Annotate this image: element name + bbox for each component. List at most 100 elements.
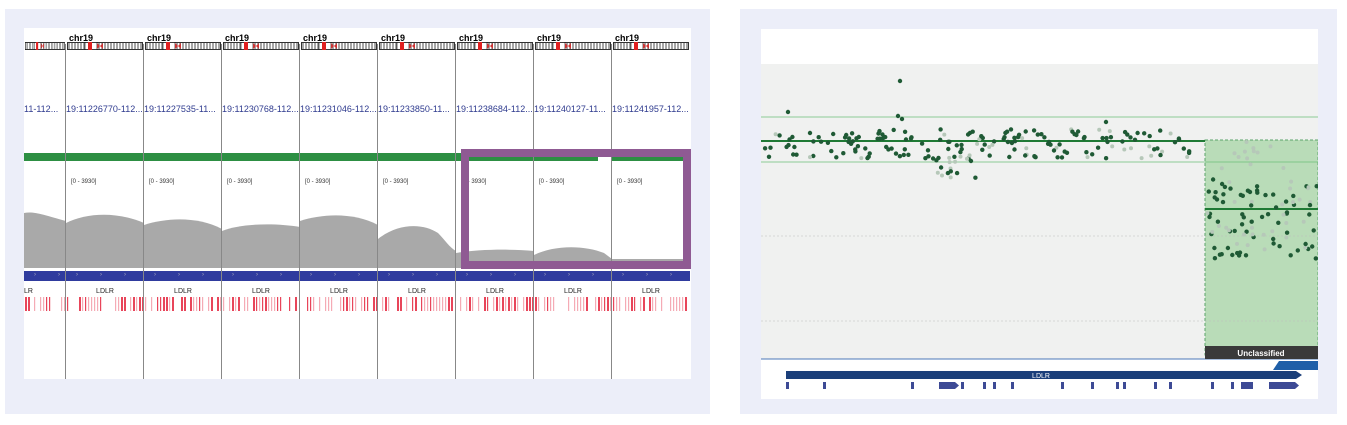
data-point — [947, 160, 952, 165]
data-point — [1307, 212, 1312, 217]
data-point — [897, 154, 903, 159]
variant-track — [223, 297, 297, 311]
locus-label[interactable]: 19:11240127-11... — [534, 104, 606, 114]
gene-name-label: LDLR — [408, 288, 426, 295]
locus-label[interactable]: 19:11226770-112... — [66, 104, 143, 114]
data-point — [903, 137, 909, 142]
data-point — [1295, 248, 1300, 253]
data-point — [867, 151, 872, 156]
data-point — [1284, 221, 1289, 225]
locus-label[interactable]: 11-112... — [24, 104, 59, 114]
locus-column[interactable]: chr19 19:11231046-112... [0 - 3930] › › › LDLR — [300, 28, 378, 379]
data-point — [975, 141, 980, 146]
data-point — [1277, 244, 1282, 249]
chromosome-ideogram — [613, 42, 689, 50]
data-point — [1054, 145, 1059, 150]
data-range-label: [0 - 3930] — [461, 179, 487, 185]
locus-column[interactable]: chr19 19:11238684-112... [0 - 3930] › › › LDLR — [456, 28, 534, 379]
chromosome-ideogram — [535, 42, 611, 50]
chromosome-label: chr19 — [69, 33, 94, 43]
gene-track: ››› — [534, 271, 612, 281]
locus-label[interactable]: 19:11238684-112... — [456, 104, 533, 114]
locus-label[interactable]: 19:11241957-112... — [612, 104, 689, 114]
data-point — [1172, 140, 1178, 145]
data-point — [1149, 153, 1154, 158]
region-of-interest-bar — [300, 153, 378, 161]
data-point — [1081, 136, 1087, 141]
region-of-interest-bar — [144, 153, 222, 161]
gene-track: ››› — [456, 271, 534, 281]
data-point — [1271, 236, 1276, 242]
data-point — [1273, 205, 1279, 210]
data-point — [1248, 162, 1253, 167]
locus-column[interactable]: chr19 19:11227535-11... [0 - 3930] › › › LDLR — [144, 28, 222, 379]
data-point — [1250, 232, 1255, 237]
data-point — [1051, 148, 1057, 153]
data-point — [1225, 245, 1231, 251]
data-point — [1297, 197, 1302, 202]
data-point — [825, 140, 831, 145]
chromosome-ideogram — [301, 42, 377, 50]
data-point — [1132, 137, 1138, 142]
data-point — [987, 153, 992, 158]
locus-column[interactable]: 11-112... ››› LR — [24, 28, 66, 379]
gene-bar — [786, 371, 1296, 379]
locus-column[interactable]: chr19 19:11233850-11... [0 - 3930] › › › LDLR — [378, 28, 456, 379]
data-point — [1001, 136, 1006, 142]
data-point — [1205, 211, 1210, 216]
data-point — [938, 165, 944, 170]
data-point — [1181, 146, 1186, 151]
data-point — [1105, 139, 1110, 145]
variant-track — [613, 297, 687, 311]
exon-block — [1123, 382, 1126, 389]
data-point — [958, 154, 963, 159]
data-point — [923, 156, 928, 161]
data-point — [1244, 140, 1249, 144]
data-point — [925, 148, 931, 153]
variant-track — [145, 297, 222, 311]
data-point — [1125, 132, 1130, 137]
gene-track: ››› — [24, 271, 66, 281]
cnv-svg: Unclassified LDLR — [761, 64, 1318, 389]
data-point — [846, 136, 852, 141]
column-divider — [377, 44, 378, 379]
locus-label[interactable]: 19:11233850-11... — [378, 104, 450, 114]
data-point — [1251, 149, 1256, 154]
locus-label[interactable]: 19:11231046-112... — [300, 104, 377, 114]
coverage-track — [144, 219, 222, 268]
locus-label[interactable]: 19:11227535-11... — [144, 104, 216, 114]
variant-track — [460, 297, 534, 311]
data-point — [947, 155, 952, 160]
gene-name-label: LDLR — [96, 288, 114, 295]
column-divider — [65, 44, 66, 379]
data-point — [906, 152, 911, 157]
data-point — [1289, 179, 1294, 184]
data-point — [901, 152, 906, 158]
data-point — [1032, 154, 1037, 159]
coverage-track — [222, 224, 300, 268]
data-point — [940, 173, 944, 178]
data-point — [935, 170, 940, 175]
classification-label: Unclassified — [1237, 349, 1284, 358]
data-point — [1009, 140, 1015, 146]
exon-block — [1154, 382, 1157, 389]
data-point — [1232, 151, 1237, 156]
data-point — [953, 159, 958, 164]
data-point — [1085, 155, 1090, 160]
data-point — [1004, 129, 1010, 134]
data-point — [938, 127, 943, 132]
data-point — [863, 146, 868, 151]
data-point — [785, 109, 791, 115]
data-point — [1284, 230, 1290, 235]
locus-label[interactable]: 19:11230768-112... — [222, 104, 299, 114]
locus-column[interactable]: chr19 19:11226770-112... [0 - 3930] › › › LDLR — [66, 28, 144, 379]
exon-block — [823, 382, 826, 389]
data-point — [1097, 127, 1102, 132]
data-point — [946, 146, 951, 152]
data-point — [1008, 127, 1014, 132]
data-point — [965, 156, 969, 161]
data-point — [1288, 186, 1293, 191]
chromosome-label: chr19 — [459, 33, 484, 43]
locus-column[interactable]: chr19 19:11230768-112... [0 - 3930] › › › LDLR — [222, 28, 300, 379]
data-point — [1215, 219, 1221, 224]
